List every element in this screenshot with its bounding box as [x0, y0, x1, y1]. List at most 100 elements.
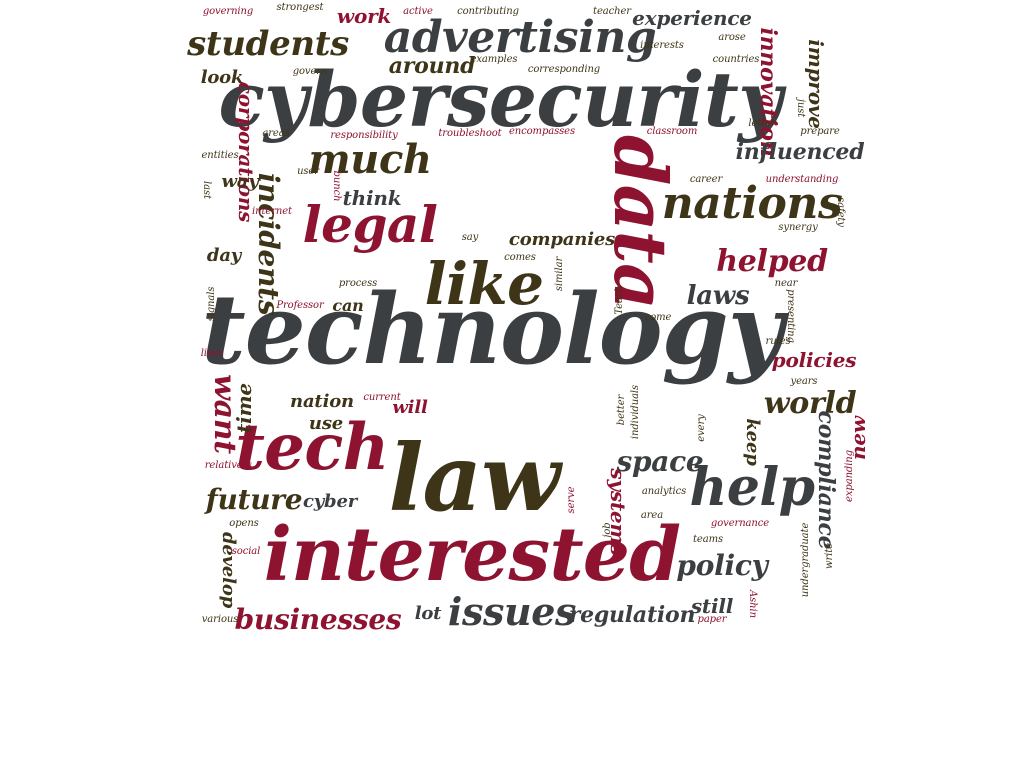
word-expanding: expanding — [844, 450, 855, 502]
word-time: time — [232, 383, 256, 433]
word-opens: opens — [229, 518, 259, 529]
word-social: social — [231, 546, 261, 557]
word-space: space — [616, 445, 704, 478]
word-nation: nation — [290, 391, 354, 412]
word-user: user — [297, 166, 319, 177]
word-areas: areas — [262, 128, 290, 139]
word-day: day — [206, 245, 242, 266]
word-experience: experience — [632, 6, 752, 30]
word-individuals: individuals — [630, 384, 641, 440]
word-help: help — [689, 457, 815, 518]
word-work: work — [336, 4, 392, 28]
word-similar: similar — [554, 256, 565, 292]
word-nations: nations — [661, 178, 843, 229]
word-arose: arose — [718, 32, 746, 43]
word-understanding: understanding — [765, 174, 839, 185]
word-undergraduate: undergraduate — [800, 522, 811, 598]
word-lives: lives — [200, 348, 224, 359]
word-corresponding: corresponding — [527, 64, 601, 75]
word-can: can — [332, 296, 364, 315]
word-analytics: analytics — [641, 486, 687, 497]
word-classroom: classroom — [646, 126, 698, 137]
word-cybersecurity: cybersecurity — [218, 55, 783, 144]
word-every: every — [696, 414, 707, 442]
word-Ashin: Ashin — [747, 590, 758, 618]
word-cyber: cyber — [302, 491, 358, 512]
word-think: think — [342, 186, 402, 210]
word-write: write — [824, 543, 835, 569]
word-serve: serve — [566, 486, 577, 514]
word-legal: legal — [302, 195, 438, 254]
word-entities: entities — [201, 150, 239, 161]
word-paper: paper — [697, 614, 727, 625]
word-synergy: synergy — [778, 222, 818, 233]
word-way: way — [221, 171, 259, 192]
word-influenced: influenced — [735, 139, 865, 165]
word-internet: internet — [252, 206, 292, 217]
word-teams: teams — [692, 534, 724, 545]
word-current: current — [363, 392, 401, 403]
word-countries: countries — [712, 54, 760, 65]
word-contributing: contributing — [457, 6, 519, 17]
word-career: career — [689, 174, 723, 185]
word-area: area — [640, 510, 664, 521]
word-develop: develop — [218, 531, 239, 609]
word-advertising: advertising — [383, 12, 657, 63]
word-Teach: Teach — [614, 285, 625, 315]
word-companies: companies — [508, 229, 616, 250]
word-much: much — [308, 136, 432, 183]
word-incidents: incidents — [252, 172, 285, 316]
word-improve: improve — [804, 39, 828, 129]
word-letter: letter — [748, 118, 776, 129]
word-helped: helped — [716, 244, 828, 279]
word-look: look — [200, 67, 244, 88]
word-still: still — [690, 594, 734, 618]
word-businesses: businesses — [234, 603, 402, 636]
word-prepare: prepare — [800, 126, 840, 137]
word-keep: keep — [742, 418, 763, 466]
word-tech: tech — [235, 410, 389, 485]
word-presenting: presenting — [785, 289, 796, 343]
word-future: future — [205, 483, 303, 516]
word-regulation: regulation — [568, 602, 696, 628]
word-laws: laws — [686, 281, 750, 311]
word-lot: lot — [414, 603, 442, 624]
word-technology: technology — [201, 273, 783, 386]
word-like: like — [424, 250, 544, 318]
word-interested: interested — [263, 512, 681, 598]
word-policies: policies — [771, 348, 857, 372]
word-years: years — [790, 376, 818, 387]
word-world: world — [763, 386, 857, 421]
word-responsibility: responsibility — [330, 130, 398, 141]
word-compliance: compliance — [813, 410, 839, 550]
word-signals: signals — [206, 286, 217, 322]
word-govern: govern — [292, 66, 328, 77]
word-students: students — [187, 24, 349, 64]
word-say: say — [461, 232, 479, 243]
word-policy: policy — [676, 549, 768, 582]
word-governing: governing — [202, 6, 254, 17]
word-strongest: strongest — [276, 2, 324, 13]
word-just: just — [795, 98, 806, 118]
word-various: various — [201, 614, 239, 625]
word-innovation: innovation — [755, 27, 781, 157]
word-examples: examples — [470, 54, 518, 65]
word-encompasses: encompasses — [508, 126, 576, 137]
word-around: around — [388, 53, 476, 79]
word-corporations: corporations — [234, 81, 258, 223]
word-interests: interests — [640, 40, 684, 51]
word-rules: rules — [765, 336, 791, 347]
word-relatively: relatively — [204, 460, 252, 471]
word-better: better — [616, 394, 627, 426]
word-comes: comes — [504, 252, 536, 263]
word-come: come — [644, 312, 672, 323]
word-active: active — [403, 6, 433, 17]
word-use: use — [308, 413, 344, 434]
word-Professor: Professor — [276, 300, 324, 311]
word-law: law — [388, 424, 561, 532]
word-systems: systems — [606, 468, 630, 556]
word-near: near — [774, 278, 798, 289]
word-troubleshoot: troubleshoot — [438, 128, 502, 139]
word-safety: safety — [835, 197, 846, 227]
